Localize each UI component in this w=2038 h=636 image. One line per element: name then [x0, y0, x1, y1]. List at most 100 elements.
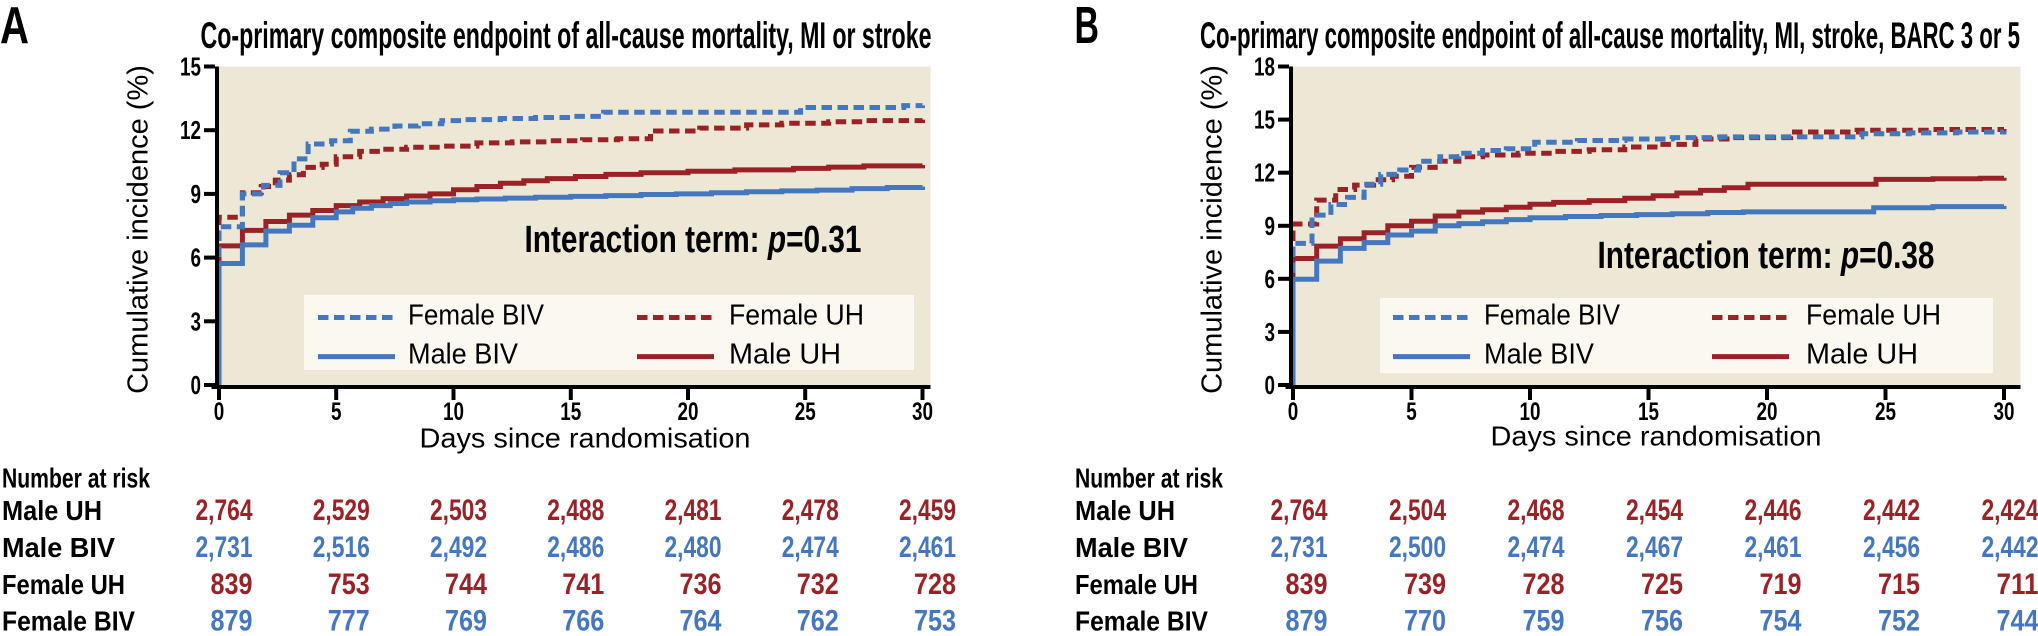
svg-text:15: 15: [1254, 105, 1275, 135]
svg-text:Cumulative incidence (%): Cumulative incidence (%): [1197, 65, 1229, 394]
svg-text:766: 766: [562, 605, 604, 632]
svg-text:2,424: 2,424: [1982, 494, 2038, 527]
svg-text:2,474: 2,474: [1508, 531, 1565, 564]
svg-text:Co-primary composite endpoint: Co-primary composite endpoint of all-cau…: [201, 15, 932, 56]
svg-text:30: 30: [1994, 398, 2015, 426]
svg-text:2,481: 2,481: [665, 494, 722, 527]
svg-text:Male BIV: Male BIV: [1484, 339, 1594, 371]
svg-text:756: 756: [1641, 605, 1683, 632]
svg-text:Female UH: Female UH: [2, 569, 125, 600]
svg-text:839: 839: [211, 568, 253, 601]
svg-text:777: 777: [328, 605, 370, 632]
svg-text:Female UH: Female UH: [729, 300, 864, 332]
svg-text:2,731: 2,731: [1271, 531, 1328, 564]
svg-text:2,459: 2,459: [899, 494, 956, 527]
svg-text:5: 5: [1406, 398, 1417, 426]
svg-text:2,478: 2,478: [782, 494, 839, 527]
svg-text:0: 0: [191, 370, 202, 400]
svg-text:Number at risk: Number at risk: [2, 463, 150, 494]
svg-text:5: 5: [331, 398, 342, 426]
svg-text:Male BIV: Male BIV: [1075, 532, 1188, 563]
svg-text:2,467: 2,467: [1626, 531, 1683, 564]
svg-text:2,731: 2,731: [196, 531, 253, 564]
svg-text:Male UH: Male UH: [2, 495, 102, 526]
svg-text:2,503: 2,503: [430, 494, 487, 527]
svg-text:Interaction term: p=0.38: Interaction term: p=0.38: [1598, 235, 1935, 277]
svg-text:2,492: 2,492: [430, 531, 487, 564]
svg-text:0: 0: [214, 398, 225, 426]
svg-text:839: 839: [1286, 568, 1328, 601]
svg-text:2,516: 2,516: [313, 531, 370, 564]
svg-text:728: 728: [1523, 568, 1565, 601]
svg-text:Interaction term: p=0.31: Interaction term: p=0.31: [525, 219, 862, 261]
svg-text:728: 728: [914, 568, 956, 601]
svg-text:Male BIV: Male BIV: [2, 532, 115, 563]
svg-text:Days since randomisation: Days since randomisation: [420, 423, 751, 454]
svg-text:2,442: 2,442: [1982, 531, 2038, 564]
svg-text:Female BIV: Female BIV: [2, 606, 135, 632]
svg-text:2,456: 2,456: [1863, 531, 1920, 564]
svg-text:30: 30: [912, 398, 933, 426]
svg-text:715: 715: [1878, 568, 1920, 601]
svg-text:Male UH: Male UH: [1075, 495, 1175, 526]
svg-text:Male BIV: Male BIV: [408, 339, 518, 371]
svg-text:719: 719: [1760, 568, 1802, 601]
svg-text:3: 3: [191, 306, 202, 336]
svg-text:Female BIV: Female BIV: [1075, 606, 1208, 632]
svg-text:2,486: 2,486: [547, 531, 604, 564]
svg-text:2,764: 2,764: [1271, 494, 1328, 527]
svg-text:12: 12: [180, 115, 201, 145]
svg-text:736: 736: [680, 568, 722, 601]
svg-text:2,504: 2,504: [1389, 494, 1446, 527]
svg-text:2,468: 2,468: [1508, 494, 1565, 527]
svg-text:9: 9: [191, 179, 202, 209]
svg-text:2,529: 2,529: [313, 494, 370, 527]
svg-text:Cumulative incidence (%): Cumulative incidence (%): [123, 65, 155, 394]
svg-text:Male UH: Male UH: [729, 339, 841, 371]
svg-text:752: 752: [1878, 605, 1920, 632]
svg-text:759: 759: [1523, 605, 1565, 632]
svg-text:2,500: 2,500: [1389, 531, 1446, 564]
svg-text:Number at risk: Number at risk: [1075, 463, 1223, 494]
svg-text:Female UH: Female UH: [1075, 569, 1198, 600]
svg-text:2,764: 2,764: [196, 494, 253, 527]
svg-text:25: 25: [795, 398, 816, 426]
svg-text:3: 3: [1265, 317, 1276, 347]
svg-text:769: 769: [445, 605, 487, 632]
svg-text:6: 6: [1265, 264, 1276, 294]
svg-text:Female BIV: Female BIV: [408, 300, 544, 332]
svg-text:2,474: 2,474: [782, 531, 839, 564]
svg-text:6: 6: [191, 243, 202, 273]
svg-text:725: 725: [1641, 568, 1683, 601]
svg-text:762: 762: [797, 605, 839, 632]
svg-text:2,461: 2,461: [1745, 531, 1802, 564]
svg-text:744: 744: [1997, 605, 2038, 632]
svg-text:754: 754: [1760, 605, 1802, 632]
svg-text:Days since randomisation: Days since randomisation: [1491, 421, 1822, 452]
svg-text:2,442: 2,442: [1863, 494, 1920, 527]
svg-text:764: 764: [680, 605, 722, 632]
svg-text:732: 732: [797, 568, 839, 601]
svg-text:879: 879: [211, 605, 253, 632]
svg-text:741: 741: [562, 568, 604, 601]
svg-text:0: 0: [1265, 370, 1276, 400]
svg-text:Male UH: Male UH: [1806, 339, 1918, 371]
svg-text:B: B: [1075, 0, 1100, 55]
svg-text:2,461: 2,461: [899, 531, 956, 564]
svg-text:2,480: 2,480: [665, 531, 722, 564]
svg-text:711: 711: [1997, 568, 2038, 601]
svg-text:A: A: [0, 0, 29, 55]
svg-text:25: 25: [1875, 398, 1896, 426]
svg-text:744: 744: [445, 568, 487, 601]
svg-text:753: 753: [914, 605, 956, 632]
svg-text:0: 0: [1288, 398, 1299, 426]
svg-text:12: 12: [1254, 158, 1275, 188]
svg-text:770: 770: [1404, 605, 1446, 632]
svg-text:Female BIV: Female BIV: [1484, 300, 1620, 332]
svg-text:Co-primary composite endpoint: Co-primary composite endpoint of all-cau…: [1200, 15, 2020, 56]
svg-text:2,488: 2,488: [547, 494, 604, 527]
svg-text:18: 18: [1254, 52, 1275, 82]
svg-text:753: 753: [328, 568, 370, 601]
svg-text:Female UH: Female UH: [1806, 300, 1941, 332]
svg-text:15: 15: [180, 52, 201, 82]
